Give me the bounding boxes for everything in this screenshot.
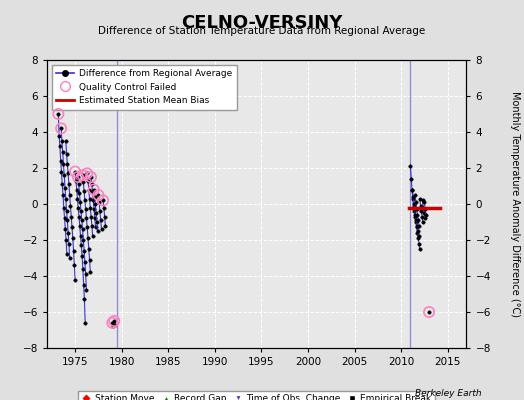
Quality Control Failed (83, 170, 91, 177)
Quality Control Failed (108, 320, 116, 326)
Line: Difference from Regional Average: Difference from Regional Average (57, 112, 69, 256)
Quality Control Failed (90, 186, 98, 193)
Difference from Regional Average (64, 252, 70, 257)
Text: Difference of Station Temperature Data from Regional Average: Difference of Station Temperature Data f… (99, 26, 425, 36)
Text: CELNO-VERSINY: CELNO-VERSINY (181, 14, 343, 32)
Estimated Station Mean Bias (437, 205, 443, 210)
Difference from Regional Average (62, 227, 69, 232)
Difference from Regional Average (60, 193, 66, 198)
Difference from Regional Average (58, 169, 64, 174)
Difference from Regional Average (63, 238, 69, 242)
Quality Control Failed (110, 318, 118, 324)
Difference from Regional Average (58, 158, 64, 163)
Difference from Regional Average (56, 133, 62, 138)
Quality Control Failed (54, 111, 62, 117)
Quality Control Failed (94, 192, 103, 198)
Legend: Station Move, Record Gap, Time of Obs. Change, Empirical Break: Station Move, Record Gap, Time of Obs. C… (78, 391, 435, 400)
Quality Control Failed (74, 174, 82, 180)
Quality Control Failed (71, 168, 79, 175)
Quality Control Failed (425, 309, 433, 315)
Difference from Regional Average (57, 144, 63, 149)
Text: Berkeley Earth: Berkeley Earth (416, 389, 482, 398)
Difference from Regional Average (59, 182, 66, 186)
Estimated Station Mean Bias (406, 205, 412, 210)
Y-axis label: Monthly Temperature Anomaly Difference (°C): Monthly Temperature Anomaly Difference (… (510, 91, 520, 317)
Difference from Regional Average (61, 216, 68, 221)
Quality Control Failed (79, 172, 87, 178)
Quality Control Failed (57, 125, 66, 132)
Quality Control Failed (99, 197, 107, 204)
Difference from Regional Average (55, 112, 61, 116)
Difference from Regional Average (61, 205, 67, 210)
Quality Control Failed (87, 174, 95, 180)
